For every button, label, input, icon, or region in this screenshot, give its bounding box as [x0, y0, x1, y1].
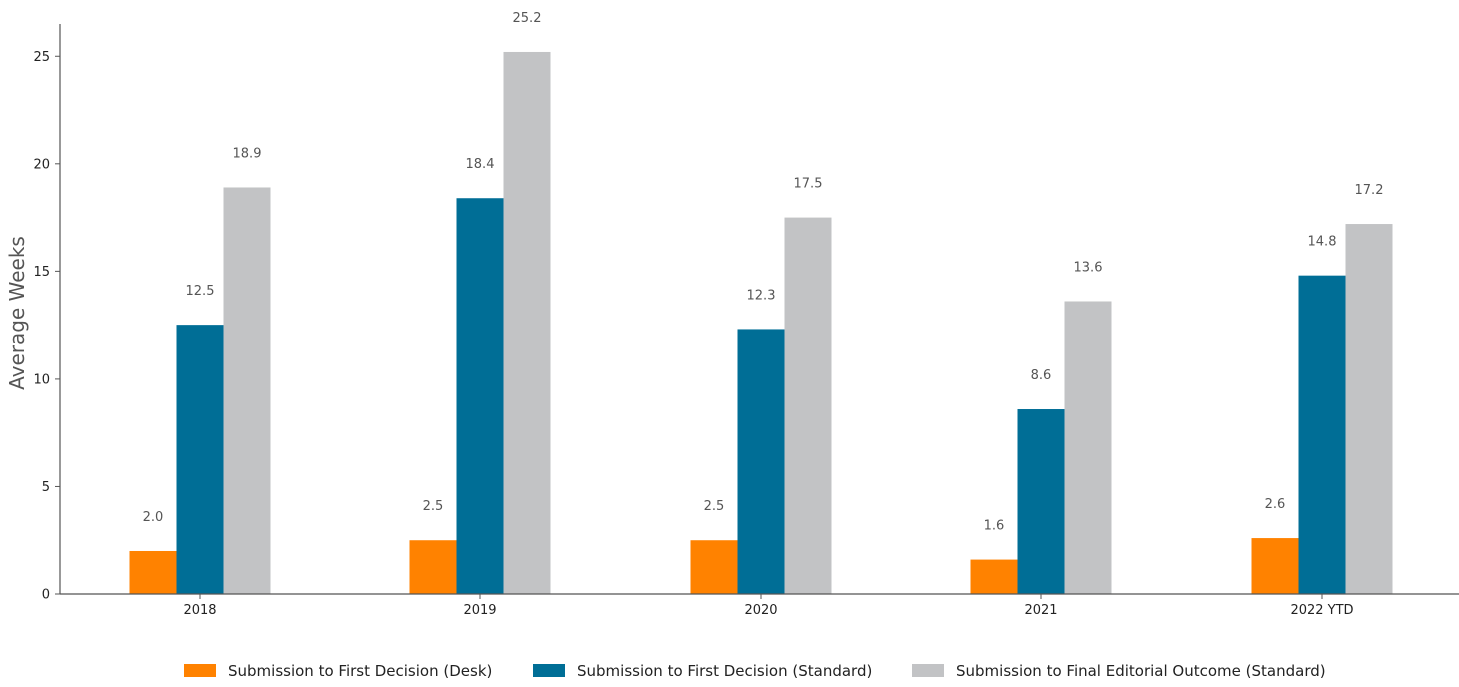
bar-series-3-2020 [784, 217, 832, 594]
legend-swatch-1 [184, 664, 216, 677]
y-ticks-layer: 0 5 10 15 20 25 [33, 50, 60, 603]
legend-label-1: Submission to First Decision (Desk) [228, 662, 492, 680]
bar-series-1-2020 [690, 540, 738, 594]
data-label: 13.6 [1074, 260, 1103, 275]
bar-series-1-2022-ytd [1251, 538, 1299, 594]
bar-series-1-2018 [129, 550, 177, 594]
bar-series-2-2022-ytd [1298, 275, 1346, 594]
y-axis-title: Average Weeks [5, 236, 29, 390]
bar-series-2-2020 [737, 329, 785, 594]
data-label: 2.5 [704, 499, 725, 514]
y-tick-label: 25 [33, 50, 50, 65]
y-tick-label: 0 [42, 588, 50, 603]
data-label: 1.6 [984, 519, 1005, 534]
x-tick-label: 2020 [744, 603, 777, 618]
data-label: 25.2 [513, 11, 542, 26]
x-tick-label: 2022 YTD [1290, 603, 1353, 618]
data-label: 18.9 [233, 146, 262, 161]
y-tick-label: 5 [42, 480, 50, 495]
bars-layer [129, 51, 1393, 595]
x-tick-label: 2019 [463, 603, 496, 618]
data-label: 2.6 [1265, 497, 1286, 512]
y-tick-label: 20 [33, 157, 50, 172]
bar-series-3-2021 [1064, 301, 1112, 594]
data-label: 8.6 [1031, 368, 1052, 383]
bar-series-1-2021 [970, 559, 1018, 594]
bar-series-3-2022-ytd [1345, 224, 1393, 595]
data-label: 14.8 [1308, 235, 1337, 250]
bar-series-2-2018 [176, 325, 224, 594]
y-tick-label: 15 [33, 265, 50, 280]
x-tick-label: 2018 [183, 603, 216, 618]
bar-series-3-2018 [223, 187, 271, 595]
axes-layer [59, 24, 1459, 595]
data-label: 2.5 [423, 499, 444, 514]
data-label: 17.5 [794, 177, 823, 192]
data-label: 2.0 [143, 510, 164, 525]
bar-series-2-2019 [456, 198, 504, 594]
y-tick-label: 10 [33, 372, 50, 387]
x-ticks-layer: 2018 2019 2020 2021 2022 YTD [183, 594, 1354, 618]
legend: Submission to First Decision (Desk) Submi… [184, 662, 1326, 680]
legend-label-2: Submission to First Decision (Standard) [577, 662, 872, 680]
data-label: 12.5 [186, 284, 215, 299]
data-label: 17.2 [1355, 183, 1384, 198]
x-tick-label: 2021 [1024, 603, 1057, 618]
legend-swatch-3 [912, 664, 944, 677]
legend-label-3: Submission to Final Editorial Outcome (S… [956, 662, 1326, 680]
bar-series-2-2021 [1017, 409, 1065, 594]
data-labels-layer: 2.0 2.5 2.5 1.6 2.6 12.5 18.4 12.3 8.6 14.8 18.9 25… [143, 11, 1384, 534]
data-label: 18.4 [466, 157, 495, 172]
legend-swatch-2 [533, 664, 565, 677]
bar-series-1-2019 [409, 540, 457, 594]
data-label: 12.3 [747, 288, 776, 303]
bar-series-3-2019 [503, 51, 551, 594]
